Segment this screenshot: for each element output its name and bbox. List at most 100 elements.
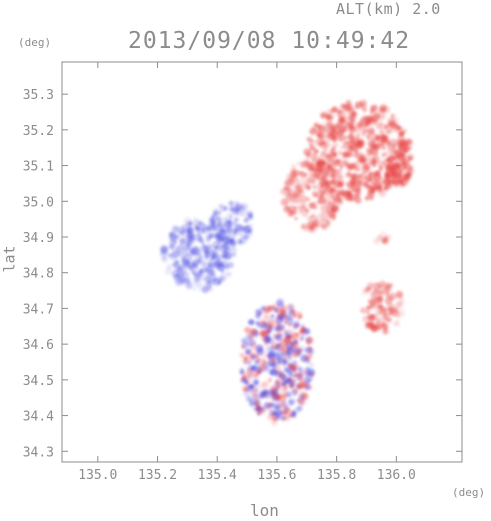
field-cell	[384, 289, 390, 295]
field-cell	[287, 378, 294, 385]
x-axis-label: lon	[250, 501, 279, 520]
field-cell	[366, 122, 371, 127]
field-cell	[222, 236, 230, 244]
field-cell	[177, 251, 183, 257]
field-cell	[245, 348, 252, 355]
field-cell	[206, 285, 213, 292]
field-cell	[296, 205, 301, 209]
field-cell	[381, 145, 386, 151]
field-cell	[309, 146, 314, 152]
field-cell	[380, 112, 387, 119]
field-cell	[239, 367, 245, 373]
field-cell	[235, 224, 242, 231]
field-cell	[400, 162, 408, 170]
field-cell	[244, 215, 250, 221]
field-cell	[365, 322, 371, 328]
field-cell	[310, 126, 317, 134]
field-cell	[383, 186, 389, 191]
field-cell	[298, 208, 304, 214]
field-cell	[371, 139, 376, 144]
field-cell	[305, 340, 311, 346]
field-cell	[218, 203, 223, 209]
field-cell	[332, 179, 341, 188]
field-cell	[346, 140, 351, 146]
field-cell	[226, 271, 232, 277]
field-cell	[296, 322, 301, 327]
field-cell	[348, 122, 355, 129]
field-cell	[252, 350, 261, 359]
field-cell	[283, 186, 291, 193]
field-cell	[217, 210, 222, 216]
field-cell	[254, 359, 260, 365]
field-cell	[402, 128, 408, 134]
field-cell	[372, 300, 380, 309]
field-cell	[253, 380, 259, 386]
field-cell	[288, 382, 296, 390]
field-cell	[296, 376, 302, 381]
field-cell	[275, 394, 282, 401]
field-cell	[318, 124, 326, 132]
field-cell	[298, 372, 303, 377]
field-cell	[265, 347, 270, 352]
field-cell	[259, 393, 265, 399]
plot-frame	[61, 61, 463, 463]
field-cell	[375, 178, 381, 184]
field-cell	[349, 194, 357, 202]
field-cell	[231, 228, 238, 235]
field-cell	[386, 317, 392, 323]
field-cell	[324, 180, 332, 188]
field-cell	[207, 279, 212, 284]
field-cell	[408, 156, 413, 161]
field-cell	[333, 158, 339, 165]
field-cell	[291, 412, 297, 418]
y-tick-label: 34.7	[23, 302, 54, 317]
field-cell	[287, 304, 294, 310]
field-cell	[287, 393, 292, 398]
field-cell	[397, 144, 403, 150]
field-cell	[342, 114, 349, 121]
field-cell	[344, 146, 353, 155]
field-cell	[355, 187, 362, 194]
field-cell	[286, 317, 294, 325]
field-cell	[317, 174, 325, 182]
y-tick-label: 34.8	[23, 267, 54, 282]
field-cell	[267, 352, 274, 359]
field-cell	[194, 226, 199, 231]
field-cell	[219, 229, 227, 237]
field-cell	[398, 130, 405, 138]
field-cell	[255, 344, 264, 353]
field-cell	[214, 244, 222, 252]
field-cell	[273, 334, 281, 341]
field-cell	[313, 205, 318, 210]
field-cell	[301, 210, 309, 218]
field-cell	[301, 222, 308, 229]
field-cell	[231, 204, 239, 213]
field-cell	[390, 179, 396, 185]
field-cell	[342, 145, 346, 150]
field-cell	[367, 120, 371, 124]
field-cell	[164, 268, 172, 275]
field-cell	[363, 115, 368, 120]
field-cell	[406, 170, 411, 175]
field-cell	[166, 263, 173, 270]
field-cell	[306, 186, 311, 191]
field-cell	[203, 267, 209, 273]
field-cell	[320, 150, 328, 157]
field-cell	[326, 153, 331, 158]
field-cell	[298, 391, 307, 399]
field-cell	[303, 173, 307, 178]
field-cell	[354, 124, 363, 133]
field-cell	[198, 256, 204, 262]
field-cell	[321, 139, 327, 145]
field-cell	[370, 325, 378, 333]
field-cell	[357, 174, 362, 179]
field-cell	[247, 361, 252, 365]
field-cell	[378, 106, 385, 113]
field-cell	[374, 135, 381, 142]
field-cell	[299, 161, 306, 168]
field-cell	[396, 293, 403, 300]
field-cell	[227, 262, 234, 269]
field-cell	[283, 405, 289, 411]
field-cell	[192, 286, 197, 291]
field-cell	[262, 310, 266, 315]
